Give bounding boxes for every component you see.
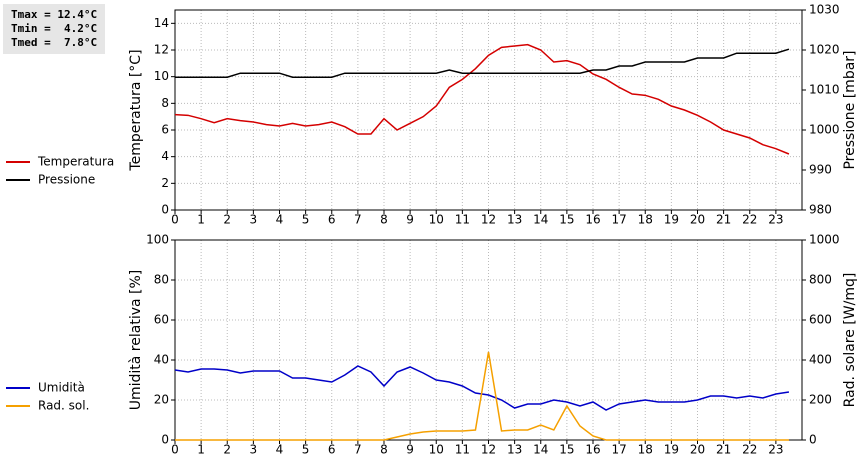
plot-frame [174,239,803,441]
y-tick-label: 0 [161,433,169,447]
y-tick-label: 40 [154,353,169,367]
x-tick-label: 14 [533,213,548,227]
stat: Tmax = 12.4°C [11,8,98,21]
x-tick-label: 5 [302,213,310,227]
stats-box: Tmax = 12.4°C Tmin = 4.2°C Tmed = 7.8°C [3,4,105,54]
x-tick-label: 21 [716,443,731,457]
x-tick-label: 1 [197,443,205,457]
x-tick-label: 20 [690,443,705,457]
legend-label: Temperatura [37,155,114,169]
legend-label: Pressione [38,173,95,187]
x-tick-label: 7 [354,213,362,227]
y-tick-label: 20 [154,393,169,407]
y-tick-label: 4 [161,149,169,163]
x-tick-label: 23 [768,443,783,457]
x-tick-label: 15 [559,213,574,227]
x-tick-label: 15 [559,443,574,457]
x-tick-label: 4 [276,213,284,227]
x-tick-label: 14 [533,443,548,457]
x-tick-label: 10 [429,443,444,457]
legend-label: Umidità [38,381,85,395]
x-tick-label: 3 [250,213,258,227]
y2-tick-label: 600 [809,313,832,327]
x-tick-label: 16 [585,213,600,227]
y-axis-label: Temperatura [°C] [128,49,144,171]
x-tick-label: 2 [223,443,231,457]
y-tick-label: 100 [146,233,169,247]
x-tick-label: 20 [690,213,705,227]
x-tick-label: 5 [302,443,310,457]
y2-tick-label: 400 [809,353,832,367]
y-tick-label: 12 [154,43,169,57]
x-tick-label: 13 [507,213,522,227]
y-tick-label: 10 [154,69,169,83]
plot-frame [174,9,803,211]
series-line [175,48,790,78]
x-tick-label: 13 [507,443,522,457]
y2-axis-label: Pressione [mbar] [842,50,858,169]
x-tick-label: 11 [455,443,470,457]
y2-tick-label: 0 [809,433,817,447]
y2-axis-label: Rad. solare [W/mq] [842,273,858,408]
x-tick-label: 4 [276,443,284,457]
x-tick-label: 9 [406,443,414,457]
x-tick-label: 11 [455,213,470,227]
x-tick-label: 8 [380,213,388,227]
x-tick-label: 3 [250,443,258,457]
x-tick-label: 0 [171,213,179,227]
x-tick-label: 17 [611,443,626,457]
x-tick-label: 12 [481,443,496,457]
y2-tick-label: 1000 [809,233,840,247]
y2-tick-label: 1020 [809,43,840,57]
x-tick-label: 18 [638,443,653,457]
y-tick-label: 8 [161,96,169,110]
y-tick-label: 6 [161,123,169,137]
x-tick-label: 17 [611,213,626,227]
y-tick-label: 2 [161,176,169,190]
stat: Tmed = 7.8°C [11,36,98,49]
legend-label: Rad. sol. [38,399,89,413]
y2-tick-label: 1010 [809,83,840,97]
x-tick-label: 8 [380,443,388,457]
y2-tick-label: 980 [809,203,832,217]
y-tick-label: 14 [154,16,169,30]
series-line [175,351,789,441]
y2-tick-label: 1000 [809,123,840,137]
x-tick-label: 0 [171,443,179,457]
x-tick-label: 6 [328,443,336,457]
y2-tick-label: 990 [809,163,832,177]
x-tick-label: 22 [742,213,757,227]
x-tick-label: 18 [638,213,653,227]
x-tick-label: 10 [429,213,444,227]
x-tick-label: 16 [585,443,600,457]
x-tick-label: 7 [354,443,362,457]
x-tick-label: 6 [328,213,336,227]
x-tick-label: 1 [197,213,205,227]
x-tick-label: 23 [768,213,783,227]
series-line [174,43,790,155]
x-tick-label: 19 [664,213,679,227]
y2-tick-label: 800 [809,273,832,287]
y2-tick-label: 1030 [809,3,840,17]
x-tick-label: 22 [742,443,757,457]
y-tick-label: 80 [154,273,169,287]
y-tick-label: 0 [161,203,169,217]
x-tick-label: 9 [406,213,414,227]
x-tick-label: 21 [716,213,731,227]
x-tick-label: 2 [223,213,231,227]
y-axis-label: Umidità relativa [%] [128,270,144,411]
stat: Tmin = 4.2°C [11,22,98,35]
x-tick-label: 12 [481,213,496,227]
y-tick-label: 60 [154,313,169,327]
y2-tick-label: 200 [809,393,832,407]
x-tick-label: 19 [664,443,679,457]
